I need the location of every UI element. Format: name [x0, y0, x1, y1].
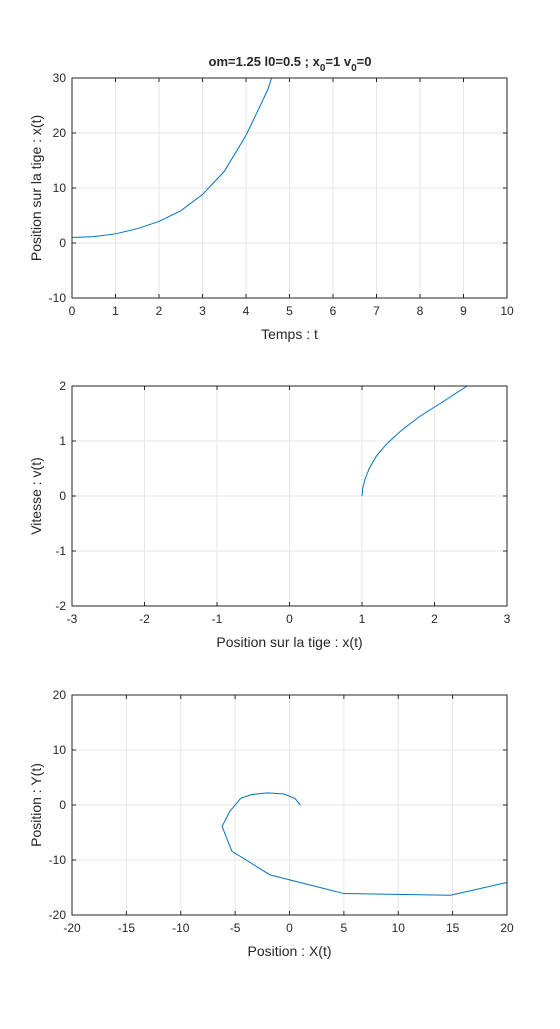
y-tick-label: -10	[49, 291, 67, 305]
x-tick-label: 0	[286, 612, 293, 626]
x-tick-label: -10	[172, 921, 190, 935]
x-tick-label: 9	[460, 304, 467, 318]
y-axis-label: Vitesse : v(t)	[28, 457, 44, 535]
x-tick-label: -15	[118, 921, 136, 935]
x-tick-label: 8	[417, 304, 424, 318]
x-tick-label: -1	[212, 612, 223, 626]
x-tick-label: 2	[156, 304, 163, 318]
series-line-1	[361, 386, 468, 497]
series-line-1	[72, 78, 273, 238]
y-tick-label: -20	[49, 908, 67, 922]
x-axis-label: Temps : t	[261, 326, 318, 342]
y-tick-label: -1	[55, 544, 66, 558]
x-tick-label: 5	[341, 921, 348, 935]
y-tick-label: 0	[59, 236, 66, 250]
y-tick-label: 2	[59, 379, 66, 393]
x-tick-label: 1	[112, 304, 119, 318]
x-tick-label: -3	[67, 612, 78, 626]
x-tick-label: 7	[373, 304, 380, 318]
y-tick-label: 1	[59, 434, 66, 448]
x-tick-label: 3	[504, 612, 511, 626]
x-tick-label: 5	[286, 304, 293, 318]
y-tick-label: 20	[53, 688, 67, 702]
x-tick-label: -20	[63, 921, 81, 935]
x-tick-label: 10	[392, 921, 406, 935]
y-tick-label: 0	[59, 489, 66, 503]
x-tick-label: 0	[69, 304, 76, 318]
x-tick-label: 6	[330, 304, 337, 318]
y-tick-label: 0	[59, 798, 66, 812]
x-axis-label: Position : X(t)	[247, 943, 331, 959]
y-tick-label: -2	[55, 599, 66, 613]
x-tick-label: 1	[359, 612, 366, 626]
y-tick-label: 30	[53, 71, 67, 85]
y-axis-label: Position : Y(t)	[28, 763, 44, 847]
x-tick-label: 0	[286, 921, 293, 935]
y-tick-label: 20	[53, 126, 67, 140]
x-tick-label: 15	[446, 921, 460, 935]
subplot-3: -20 -15 -10 -5 0 5 10 15 20 -20 -10 0 10 20 Position :…	[28, 688, 514, 959]
y-axis-label: Position sur la tige : x(t)	[28, 115, 44, 261]
y-tick-label: 10	[53, 743, 67, 757]
series-line-1	[221, 792, 507, 896]
x-tick-label: -2	[139, 612, 150, 626]
figure-title: om=1.25 l0=0.5 ; x0=1 v0=0	[209, 54, 372, 74]
x-tick-label: 3	[199, 304, 206, 318]
x-tick-label: 20	[500, 921, 514, 935]
x-axis-label: Position sur la tige : x(t)	[216, 634, 362, 650]
x-tick-label: 10	[500, 304, 514, 318]
x-tick-label: 2	[431, 612, 438, 626]
y-tick-label: -10	[49, 853, 67, 867]
y-tick-label: 10	[53, 181, 67, 195]
x-tick-label: 4	[243, 304, 250, 318]
x-tick-label: -5	[230, 921, 241, 935]
